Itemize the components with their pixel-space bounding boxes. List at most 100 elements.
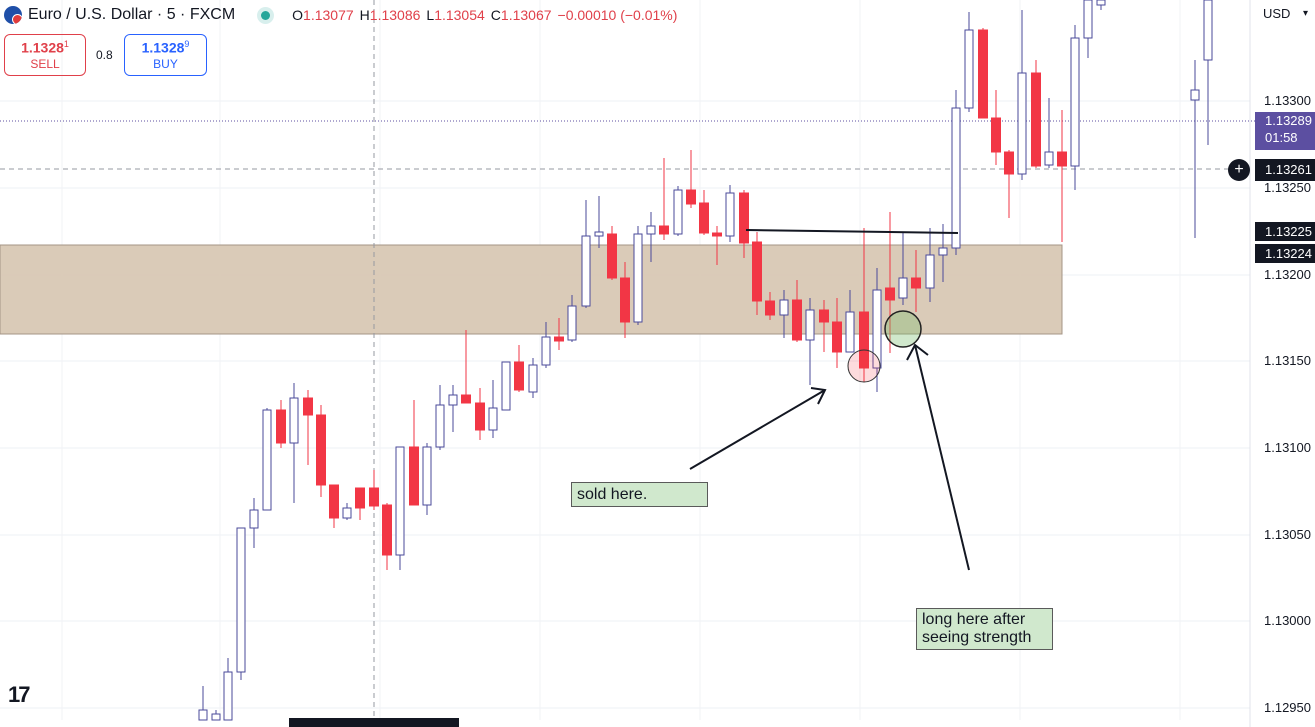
sell-label: SELL — [30, 56, 60, 71]
candle-body-up — [646, 225, 656, 235]
sold-here-note[interactable]: sold here. — [571, 482, 708, 507]
add-alert-plus-icon[interactable]: + — [1228, 159, 1250, 181]
candle-body-up — [725, 192, 735, 237]
price-axis-tick: 1.13000 — [1264, 613, 1311, 628]
arrow-sold-head — [810, 387, 827, 405]
candle-body-down — [699, 202, 709, 234]
sell-price: 1.13281 — [21, 39, 69, 56]
candle-body-up — [1070, 37, 1080, 167]
candle-body-up — [488, 407, 498, 431]
candle-body-down — [712, 232, 722, 237]
candle-body-up — [422, 446, 432, 506]
candle-body-down — [369, 487, 379, 507]
price-axis-tick: 1.13050 — [1264, 527, 1311, 542]
candle-body-up — [236, 527, 246, 673]
candle-body-down — [911, 277, 921, 289]
arrow-long-head — [906, 343, 929, 361]
tradingview-logo: 17 — [8, 682, 31, 707]
price-axis-tick: 1.13100 — [1264, 440, 1311, 455]
candle-body-down — [991, 117, 1001, 153]
last-price-value: 1.13289 — [1265, 113, 1312, 128]
candle-body-up — [951, 107, 961, 249]
symbol-title[interactable]: Euro / U.S. Dollar · 5 · FXCM — [28, 6, 236, 23]
candle-body-down — [554, 336, 564, 342]
long-here-note[interactable]: long here after seeing strength — [916, 608, 1053, 650]
candle-body-down — [1004, 151, 1014, 175]
market-open-status-icon — [261, 10, 271, 20]
price-axis-tick: 1.12950 — [1264, 700, 1311, 715]
buy-label: BUY — [153, 56, 178, 71]
price-axis-tick: 1.13200 — [1264, 267, 1311, 282]
spread-value: 0.8 — [96, 48, 113, 62]
sell-button[interactable]: 1.13281 SELL — [4, 34, 86, 76]
candle-body-up — [435, 404, 445, 448]
candle-body-down — [765, 300, 775, 316]
arrow-sold-line — [689, 389, 826, 470]
candle-body-down — [1031, 72, 1041, 167]
candle-body-up — [289, 397, 299, 444]
candle-body-up — [845, 311, 855, 353]
candle-body-down — [686, 189, 696, 205]
symbol-header: Euro / U.S. Dollar · 5 · FXCM O1.13077 H… — [4, 4, 677, 26]
candle-body-down — [303, 397, 313, 416]
price-axis-tick: 1.13150 — [1264, 353, 1311, 368]
currency-selector[interactable]: USD ▾ — [1256, 1, 1308, 27]
candle-body-up — [594, 231, 604, 237]
candle-body-up — [395, 446, 405, 556]
candle-body-down — [885, 287, 895, 301]
candle-body-up — [1044, 151, 1054, 166]
candle-body-down — [859, 311, 869, 369]
candle-body-up — [567, 305, 577, 341]
candle-body-down — [316, 414, 326, 486]
candle-body-down — [475, 402, 485, 431]
candle-body-down — [409, 446, 419, 506]
candle-body-down — [819, 309, 829, 323]
ohlc-high: H1.13086 — [359, 7, 421, 23]
chevron-down-icon: ▾ — [1302, 8, 1308, 19]
candle-body-down — [276, 409, 286, 444]
candle-body-up — [211, 713, 221, 721]
ohlc-close: C1.13067 — [490, 7, 552, 23]
bar-countdown: 01:58 — [1265, 130, 1298, 145]
candle-body-up — [249, 509, 259, 529]
candle-body-up — [1017, 72, 1027, 175]
ohlc-change: −0.00010 (−0.01%) — [557, 7, 678, 23]
candle-body-down — [382, 504, 392, 556]
candle-body-up — [581, 235, 591, 307]
candle-body-down — [832, 321, 842, 353]
last-price-tag: 1.13289 01:58 — [1255, 112, 1315, 150]
candle-body-up — [779, 299, 789, 316]
level-price-tag: 1.13225 — [1255, 222, 1315, 241]
bottom-toolbar-handle[interactable] — [289, 718, 459, 727]
candle-body-up — [501, 361, 511, 411]
candle-body-up — [938, 247, 948, 256]
candle-body-up — [898, 277, 908, 299]
currency-flag-icon — [4, 6, 22, 24]
candle-body-up — [262, 409, 272, 511]
candle-body-down — [514, 361, 524, 391]
candle-body-up — [541, 336, 551, 366]
candle-body-up — [925, 254, 935, 289]
candle-body-up — [223, 671, 233, 721]
candle-body-down — [792, 299, 802, 341]
candle-body-down — [355, 487, 365, 509]
candle-body-up — [1190, 89, 1200, 101]
candle-body-up — [342, 507, 352, 519]
ohlc-low: L1.13054 — [426, 7, 485, 23]
buy-button[interactable]: 1.13289 BUY — [124, 34, 207, 76]
candle-body-down — [1057, 151, 1067, 167]
trend-line — [745, 229, 959, 234]
candle-body-up — [1083, 0, 1093, 39]
price-axis-tick: 1.13300 — [1264, 93, 1311, 108]
candle-body-down — [739, 192, 749, 244]
candle-body-up — [448, 394, 458, 406]
candle-body-up — [198, 709, 208, 721]
sell-entry-circle — [847, 349, 881, 383]
buy-price: 1.13289 — [141, 39, 190, 56]
ohlc-values: O1.13077 H1.13086 L1.13054 C1.13067 −0.0… — [292, 7, 677, 23]
candle-body-down — [607, 233, 617, 279]
candle-body-up — [805, 309, 815, 341]
buy-entry-circle — [884, 310, 922, 348]
candle-body-up — [528, 364, 538, 393]
